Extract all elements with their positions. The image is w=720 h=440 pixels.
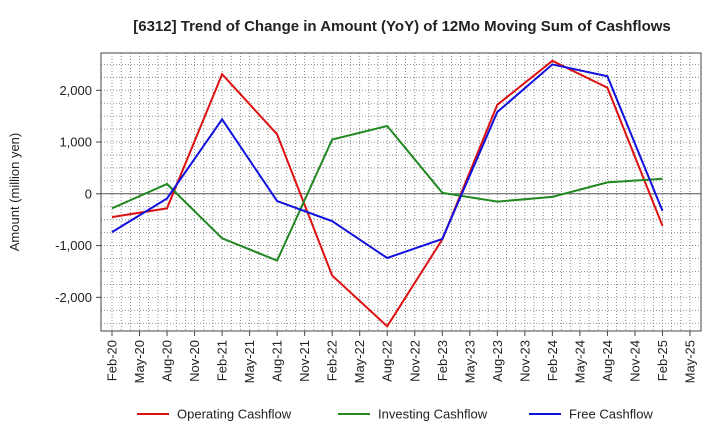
x-tick-label: May-25	[683, 340, 698, 383]
x-tick-label: May-20	[132, 340, 147, 383]
x-tick-label: Feb-23	[435, 340, 450, 381]
x-tick-label: Aug-20	[160, 340, 175, 382]
x-tick-label: Feb-20	[105, 340, 120, 381]
y-axis-label: Amount (million yen)	[7, 133, 22, 252]
legend-label: Investing Cashflow	[378, 407, 488, 422]
legend-label: Operating Cashflow	[177, 407, 292, 422]
x-tick-label: Nov-21	[297, 340, 312, 382]
chart-title: [6312] Trend of Change in Amount (YoY) o…	[133, 18, 671, 35]
series-line-free-cashflow	[111, 63, 664, 260]
x-axis: Feb-20 May-20 Aug-20 Nov-20 Feb-21 May-21 Aug-…	[105, 331, 698, 383]
series-line-investing-cashflow	[111, 124, 663, 262]
y-axis: -2,000 -1,000 0 1,000 2,000	[55, 83, 101, 305]
x-tick-label: May-22	[352, 340, 367, 383]
x-tick-label: May-23	[462, 340, 477, 383]
vertical-gridlines	[111, 53, 691, 331]
x-tick-label: Nov-24	[627, 340, 642, 382]
legend: Operating Cashflow Investing Cashflow Free…	[137, 407, 653, 422]
x-tick-label: Feb-22	[325, 340, 340, 381]
x-tick-label: Aug-21	[270, 340, 285, 382]
x-tick-label: Nov-23	[517, 340, 532, 382]
legend-label: Free Cashflow	[569, 407, 653, 422]
y-tick-label: 1,000	[59, 135, 92, 150]
horizontal-gridlines	[101, 63, 701, 324]
y-tick-label: -2,000	[55, 290, 92, 305]
y-tick-label: -1,000	[55, 238, 92, 253]
y-tick-label: 0	[85, 186, 92, 201]
x-tick-label: Aug-23	[490, 340, 505, 382]
x-tick-label: Aug-22	[380, 340, 395, 382]
x-tick-label: Feb-24	[545, 340, 560, 381]
x-tick-label: Nov-22	[407, 340, 422, 382]
x-tick-label: Feb-25	[655, 340, 670, 381]
x-tick-label: Nov-20	[187, 340, 202, 382]
series-line-operating-cashflow	[111, 59, 664, 328]
plot-frame	[100, 52, 702, 332]
x-tick-label: May-21	[242, 340, 257, 383]
x-tick-label: Feb-21	[215, 340, 230, 381]
x-tick-label: May-24	[572, 340, 587, 383]
y-tick-label: 2,000	[59, 83, 92, 98]
x-tick-label: Aug-24	[600, 340, 615, 382]
series-lines	[111, 59, 664, 328]
